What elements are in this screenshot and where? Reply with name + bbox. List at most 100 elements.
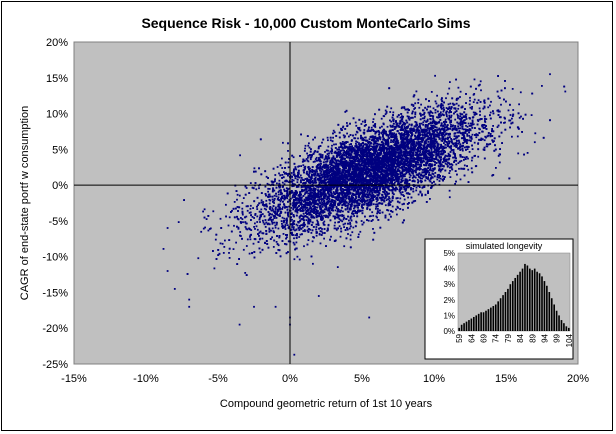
scatter-point xyxy=(344,169,346,172)
scatter-point xyxy=(204,226,206,229)
scatter-point xyxy=(319,193,322,196)
scatter-point xyxy=(477,155,480,158)
scatter-point xyxy=(429,127,432,129)
scatter-point xyxy=(346,132,348,135)
scatter-point xyxy=(337,175,339,178)
scatter-point xyxy=(353,155,356,158)
scatter-point xyxy=(319,190,322,193)
scatter-point xyxy=(374,137,377,140)
scatter-point xyxy=(375,206,378,208)
scatter-point xyxy=(396,124,398,127)
scatter-point xyxy=(442,136,444,138)
scatter-point xyxy=(361,139,364,141)
scatter-point xyxy=(403,148,406,150)
scatter-point xyxy=(287,150,289,152)
scatter-point xyxy=(315,159,318,162)
scatter-point xyxy=(420,122,423,125)
scatter-point xyxy=(312,207,315,210)
scatter-point xyxy=(244,272,247,274)
scatter-point xyxy=(434,74,436,77)
scatter-point xyxy=(255,225,258,228)
scatter-point xyxy=(431,157,434,159)
scatter-point xyxy=(469,99,471,102)
scatter-point xyxy=(324,216,327,218)
scatter-point xyxy=(281,157,283,160)
scatter-point xyxy=(465,124,467,127)
scatter-point xyxy=(331,144,333,147)
scatter-point xyxy=(318,163,320,166)
scatter-point xyxy=(341,214,343,216)
scatter-point xyxy=(301,215,304,218)
scatter-point xyxy=(268,188,271,190)
scatter-point xyxy=(296,211,299,214)
scatter-point xyxy=(414,121,417,123)
scatter-point xyxy=(338,160,340,163)
scatter-point xyxy=(336,266,339,268)
scatter-point xyxy=(227,224,230,227)
scatter-point xyxy=(378,143,381,146)
scatter-point xyxy=(292,156,295,159)
scatter-point xyxy=(349,221,351,224)
scatter-point xyxy=(419,127,422,130)
scatter-point xyxy=(432,127,435,129)
scatter-point xyxy=(321,206,324,208)
scatter-point xyxy=(310,198,313,201)
scatter-point xyxy=(276,182,278,185)
scatter-point xyxy=(414,113,417,116)
scatter-point xyxy=(427,135,429,138)
scatter-point xyxy=(281,181,284,184)
scatter-point xyxy=(455,97,458,100)
scatter-point xyxy=(363,163,365,166)
scatter-point xyxy=(459,155,462,158)
scatter-point xyxy=(205,218,208,220)
scatter-point xyxy=(319,212,322,215)
scatter-point xyxy=(415,141,418,144)
scatter-point xyxy=(425,161,428,164)
scatter-point xyxy=(358,144,361,147)
scatter-point xyxy=(449,170,451,172)
scatter-point xyxy=(343,226,345,228)
scatter-point xyxy=(311,205,314,208)
scatter-point xyxy=(246,238,249,241)
scatter-point xyxy=(541,85,543,87)
scatter-point xyxy=(418,150,420,153)
scatter-point xyxy=(344,205,347,207)
scatter-point xyxy=(364,195,367,198)
scatter-point xyxy=(482,107,485,110)
scatter-point xyxy=(407,125,410,128)
scatter-point xyxy=(233,224,235,227)
scatter-point xyxy=(425,176,427,178)
scatter-point xyxy=(251,252,254,254)
scatter-points xyxy=(162,73,567,356)
scatter-point xyxy=(491,174,494,177)
scatter-point xyxy=(330,147,333,150)
scatter-point xyxy=(355,140,357,143)
scatter-point xyxy=(414,107,416,109)
scatter-point xyxy=(328,195,331,197)
scatter-point xyxy=(329,206,332,209)
scatter-point xyxy=(426,170,428,172)
scatter-point xyxy=(466,148,469,150)
scatter-point xyxy=(274,208,277,210)
scatter-point xyxy=(436,116,438,119)
scatter-point xyxy=(453,138,455,141)
scatter-point xyxy=(372,214,375,217)
scatter-point xyxy=(333,131,336,134)
scatter-point xyxy=(445,107,448,109)
scatter-point xyxy=(346,177,349,180)
scatter-point xyxy=(484,120,486,122)
scatter-point xyxy=(379,136,382,139)
scatter-point xyxy=(274,226,277,229)
scatter-point xyxy=(448,172,451,174)
scatter-point xyxy=(500,103,502,106)
scatter-point xyxy=(432,117,434,120)
scatter-point xyxy=(452,156,454,159)
scatter-point xyxy=(347,233,349,235)
scatter-point xyxy=(407,161,409,163)
scatter-point xyxy=(407,196,409,199)
scatter-point xyxy=(282,194,285,197)
scatter-point xyxy=(339,211,342,213)
scatter-point xyxy=(417,176,420,178)
scatter-point xyxy=(471,121,474,123)
scatter-point xyxy=(459,178,462,181)
